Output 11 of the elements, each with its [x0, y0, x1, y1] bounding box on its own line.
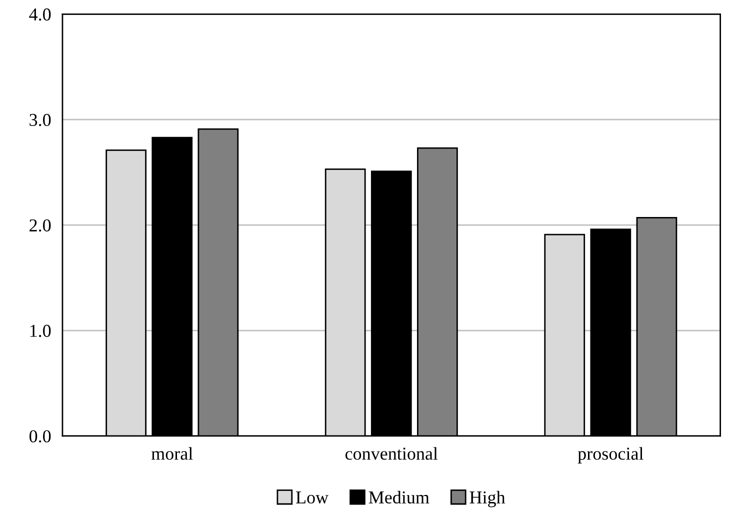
legend-label: Medium — [368, 490, 430, 504]
y-tick-label: 4.0 — [29, 8, 51, 21]
legend-label: Low — [296, 492, 329, 504]
y-tick-label: 2.0 — [30, 219, 51, 232]
y-tick-label: 3.0 — [30, 114, 51, 126]
x-tick-label: moral — [151, 447, 193, 460]
y-tick-label: 1.0 — [30, 324, 51, 338]
x-tick-label: conventional — [345, 447, 438, 460]
x-tick-label: prosocial — [578, 447, 644, 464]
legend-label: High — [470, 490, 506, 508]
y-tick-label: 0.0 — [29, 430, 51, 442]
